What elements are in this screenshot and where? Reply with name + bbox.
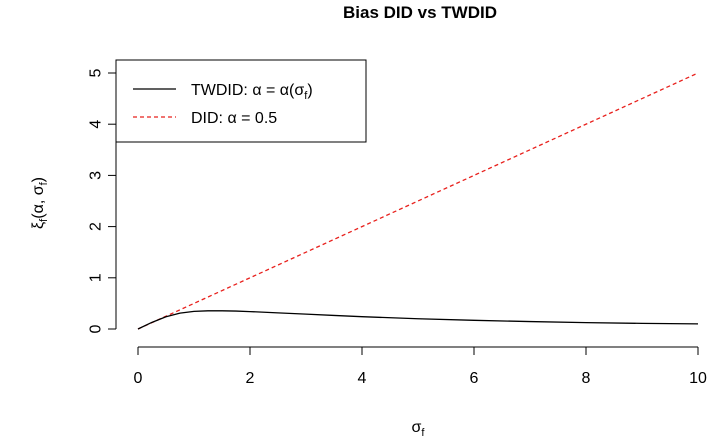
x-axis-label-main: σ <box>412 419 422 436</box>
x-tick-label: 8 <box>582 370 591 387</box>
x-axis-label-sub: f <box>421 427 425 439</box>
legend: TWDID: α = α(σf) DID: α = 0.5 <box>115 59 367 143</box>
x-ticks: 0 2 4 6 8 10 <box>134 347 707 387</box>
y-tick-label: 5 <box>88 68 105 77</box>
series-line-did <box>137 72 699 330</box>
x-tick-label: 6 <box>470 370 479 387</box>
x-tick-label: 10 <box>689 370 707 387</box>
legend-entry-did: DID: α = 0.5 <box>191 110 277 127</box>
y-axis-label-main: ξ <box>30 222 47 229</box>
y-tick-label: 0 <box>88 324 105 333</box>
y-tick-label: 4 <box>88 120 105 129</box>
legend-entry-twdid: TWDID: α = α(σf) <box>191 82 313 102</box>
y-axis-label-rest: (α, σ <box>30 185 47 218</box>
y-ticks: 0 1 2 3 4 5 <box>88 68 116 333</box>
series-layer <box>137 72 699 330</box>
y-axis-label-sub2: f <box>38 181 50 185</box>
x-tick-label: 4 <box>358 370 367 387</box>
y-tick-label: 2 <box>88 222 105 231</box>
x-tick-label: 0 <box>134 370 143 387</box>
axes: 0 1 2 3 4 5 0 2 4 6 8 10 <box>88 68 707 387</box>
x-tick-label: 2 <box>246 370 255 387</box>
y-axis-label-sub: f <box>38 218 50 222</box>
y-axis-label: ξf(α, σf) <box>30 177 50 229</box>
legend-twdid-prefix: TWDID: α = α(σ <box>191 82 304 99</box>
legend-did-prefix: DID: α = 0.5 <box>191 110 277 127</box>
y-tick-label: 1 <box>88 273 105 282</box>
legend-twdid-suffix: ) <box>307 82 312 99</box>
chart-title: Bias DID vs TWDID <box>343 3 497 22</box>
legend-box <box>115 59 367 143</box>
legend-twdid-sub: f <box>304 90 308 102</box>
y-axis-label-close: ) <box>30 177 47 182</box>
series-line-twdid <box>137 310 699 330</box>
x-axis-label: σf <box>412 419 426 439</box>
y-tick-label: 3 <box>88 171 105 180</box>
